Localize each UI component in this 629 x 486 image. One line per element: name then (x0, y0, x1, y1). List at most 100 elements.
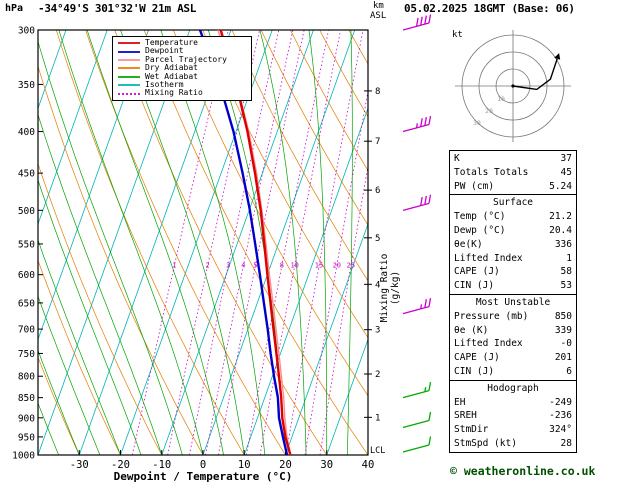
panel-row-value: 201 (554, 352, 572, 364)
x-axis-label: Dewpoint / Temperature (°C) (113, 470, 293, 483)
panel-row: θe (K) 339 (454, 324, 572, 338)
wind-barb-icon (402, 115, 432, 133)
hodograph-arrowhead (554, 53, 561, 60)
pressure-tick-label: 650 (18, 298, 35, 309)
panel-row: Totals Totals 45 (454, 166, 572, 180)
dry-adiabat-line (290, 30, 368, 172)
panel-row-label: CIN (J) (454, 280, 495, 292)
panel-row-value: 5.24 (549, 180, 572, 192)
km-tick-label: 2 (375, 370, 380, 380)
hodograph-ring-label: 30 (473, 119, 481, 127)
panel-row-value: 20.4 (549, 224, 572, 236)
isotherm-line (78, 30, 232, 455)
wet-adiabat-line (38, 238, 121, 455)
dry-adiabat-line (260, 30, 368, 226)
wet-adiabat-line (38, 349, 80, 455)
mixing-ratio-line (131, 30, 229, 455)
isotherm-line (243, 107, 368, 455)
legend-swatch-line (118, 84, 140, 87)
legend-label: Dewpoint (145, 46, 184, 56)
mixing-ratio-value-label: 1 (172, 262, 176, 270)
panel-row-value: 850 (554, 310, 572, 322)
isotherm-line (326, 338, 368, 455)
panel-row: CIN (J) 53 (454, 279, 572, 293)
panel-row-value: 21.2 (549, 211, 572, 223)
km-tick-label: 7 (375, 137, 380, 147)
hodograph-ring-label: 10 (497, 95, 505, 103)
wet-adiabat-line (38, 178, 142, 455)
pressure-tick-label: 950 (18, 432, 35, 443)
wet-adiabat-line (38, 295, 101, 455)
panel-row-value: -236 (549, 410, 572, 422)
pressure-tick-label: 550 (18, 239, 35, 250)
panel-row-label: Totals Totals (454, 166, 529, 178)
temp-tick-label: -20 (111, 459, 130, 471)
panel-row: StmSpd (kt) 28 (454, 437, 572, 451)
panel-row-label: PW (cm) (454, 180, 495, 192)
panel-row-label: SREH (454, 410, 477, 422)
panel-section-header: Most Unstable (475, 296, 551, 308)
pressure-tick-label: 750 (18, 349, 35, 360)
panel-row-label: StmSpd (kt) (454, 437, 517, 449)
wet-adiabat-line (38, 402, 59, 455)
wet-adiabat-line (259, 30, 307, 455)
panel-section-header: Surface (492, 197, 534, 209)
temp-tick-label: 30 (320, 459, 333, 471)
wet-adiabat-line (58, 30, 204, 455)
isotherm-line (161, 30, 314, 455)
panel-row-value: 6 (566, 365, 572, 377)
panel-row: Pressure (mb) 850 (454, 310, 572, 324)
isotherm-line (202, 30, 356, 455)
altitude-unit-asl-label: ASL (370, 11, 387, 21)
parcel-trajectory-curve (217, 29, 292, 456)
panel-row: Lifted Index 1 (454, 252, 572, 266)
wind-barb-icon (402, 382, 432, 399)
temp-tick-label: -30 (70, 459, 89, 471)
panel-row-label: θe(K) (454, 238, 483, 250)
temp-tick-label: 40 (362, 459, 375, 471)
pressure-tick-label: 400 (18, 127, 35, 138)
wind-barb-icon (402, 436, 432, 453)
dry-adiabat-line (38, 259, 121, 455)
panel-row-label: Pressure (mb) (454, 310, 529, 322)
legend-label: Temperature (145, 38, 198, 47)
legend-label: Dry Adiabat (145, 63, 198, 73)
km-tick-label: 3 (375, 326, 380, 336)
legend-label: Mixing Ratio (145, 88, 203, 98)
mixing-ratio-value-label: 25 (347, 262, 355, 270)
panel-row-label: K (454, 153, 460, 164)
panel-row-label: Dewp (°C) (454, 224, 506, 236)
temp-tick-label: -10 (152, 459, 171, 471)
wet-adiabat-line (38, 40, 183, 455)
mixing-ratio-value-label: 8 (280, 262, 284, 270)
mixing-ratio-value-label: 10 (290, 262, 298, 270)
hodograph-ring (461, 34, 565, 138)
temp-tick-label: 10 (238, 459, 251, 471)
mixing-ratio-line (259, 30, 341, 455)
km-tick-label: 4 (375, 280, 380, 290)
panel-row-label: θe (K) (454, 324, 489, 336)
pressure-tick-label: 900 (18, 413, 35, 424)
legend-item: Dewpoint (117, 46, 247, 56)
legend-swatch-line (118, 59, 140, 61)
panel-section: Most Unstable Pressure (mb) 850 θe (K) 339 Li… (449, 293, 577, 381)
mixing-ratio-value-label: 3 (226, 262, 230, 270)
panel-row-label: StmDir (454, 424, 489, 436)
mixing-ratio-line (246, 30, 329, 455)
isotherm-line (285, 222, 368, 455)
dry-adiabat-line (202, 30, 368, 339)
legend-label: Parcel Trajectory (145, 54, 227, 64)
pressure-tick-label: 850 (18, 393, 35, 404)
isotherm-line (38, 30, 191, 455)
legend-label: Isotherm (145, 79, 184, 89)
mixing-ratio-value-label: 20 (333, 262, 341, 270)
panel-row-value: 45 (560, 166, 572, 178)
legend-swatch-line (118, 75, 140, 78)
panel-row-value: 336 (554, 238, 572, 250)
wind-barb-icon (402, 194, 432, 211)
isotherm-line (38, 30, 149, 341)
hodograph-trace (512, 58, 558, 91)
panel-row: CIN (J) 6 (454, 365, 572, 379)
km-tick-label: 1 (375, 413, 380, 423)
panel-row: SREH -236 (454, 409, 572, 423)
